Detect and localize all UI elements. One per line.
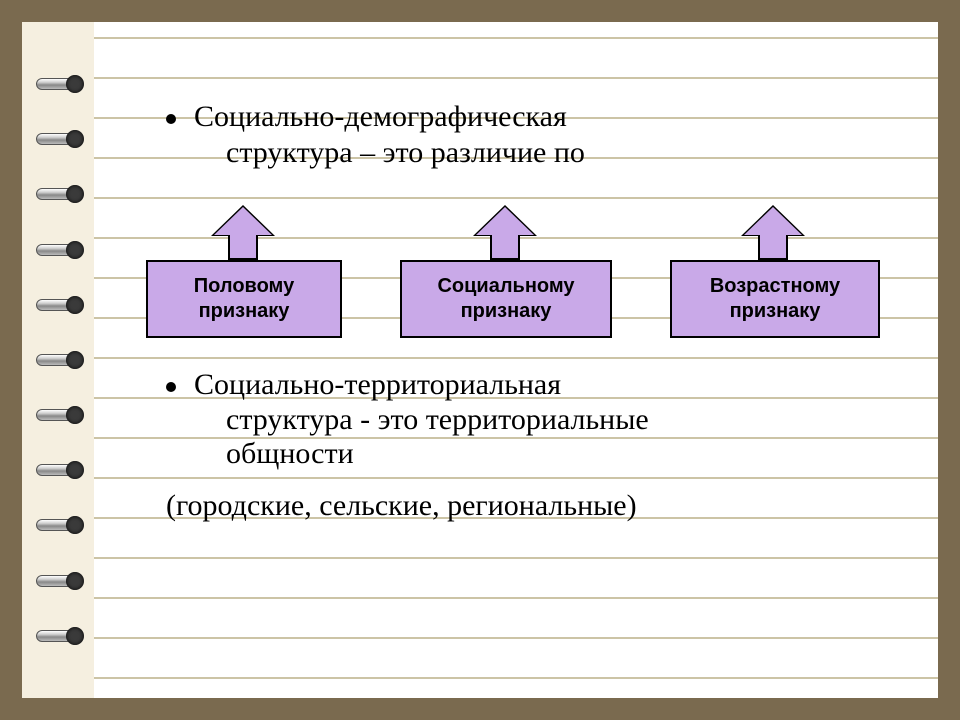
binding-ring bbox=[36, 570, 80, 592]
diagram-box-label: Социальномупризнаку bbox=[400, 260, 612, 338]
binding-ring bbox=[36, 239, 80, 261]
diagram-row: Половомупризнаку Социальномупризнаку Возра… bbox=[134, 188, 908, 338]
diagram-box-label: Возрастномупризнаку bbox=[670, 260, 880, 338]
binding-ring bbox=[36, 73, 80, 95]
bullet-1-line-1: Социально-демографическая bbox=[194, 98, 567, 136]
bullet-2-line-1: Социально-территориальная bbox=[194, 366, 561, 404]
notebook-page: Социально-демографическая структура – эт… bbox=[94, 22, 938, 698]
binding-ring bbox=[36, 128, 80, 150]
bullet-dot-icon bbox=[166, 382, 176, 392]
diagram-box-label: Половомупризнаку bbox=[146, 260, 342, 338]
outer-border: Социально-демографическая структура – эт… bbox=[0, 0, 960, 720]
binding-ring bbox=[36, 459, 80, 481]
bullet-dot-icon bbox=[166, 114, 176, 124]
bullet-1-line-2: структура – это различие по bbox=[226, 136, 908, 170]
up-arrow-icon bbox=[474, 206, 536, 260]
binding-ring bbox=[36, 625, 80, 647]
bullet-2: Социально-территориальная bbox=[166, 366, 908, 404]
diagram-item: Половомупризнаку bbox=[146, 206, 342, 338]
bullet-1: Социально-демографическая bbox=[166, 98, 908, 136]
binding-ring bbox=[36, 183, 80, 205]
up-arrow-icon bbox=[742, 206, 804, 260]
binding-ring bbox=[36, 349, 80, 371]
diagram-item: Возрастномупризнаку bbox=[670, 206, 880, 338]
binding-ring bbox=[36, 294, 80, 316]
bullet-2-line-2: структура - это территориальные bbox=[226, 403, 908, 437]
paren-text: (городские, сельские, региональные) bbox=[166, 489, 908, 523]
binding-ring bbox=[36, 514, 80, 536]
diagram-item: Социальномупризнаку bbox=[400, 206, 612, 338]
up-arrow-icon bbox=[212, 206, 274, 260]
content-area: Социально-демографическая структура – эт… bbox=[94, 22, 938, 698]
spiral-binding bbox=[22, 22, 94, 698]
slide-frame: Социально-демографическая структура – эт… bbox=[0, 0, 960, 720]
bullet-2-line-3: общности bbox=[226, 437, 908, 471]
binding-ring bbox=[36, 404, 80, 426]
